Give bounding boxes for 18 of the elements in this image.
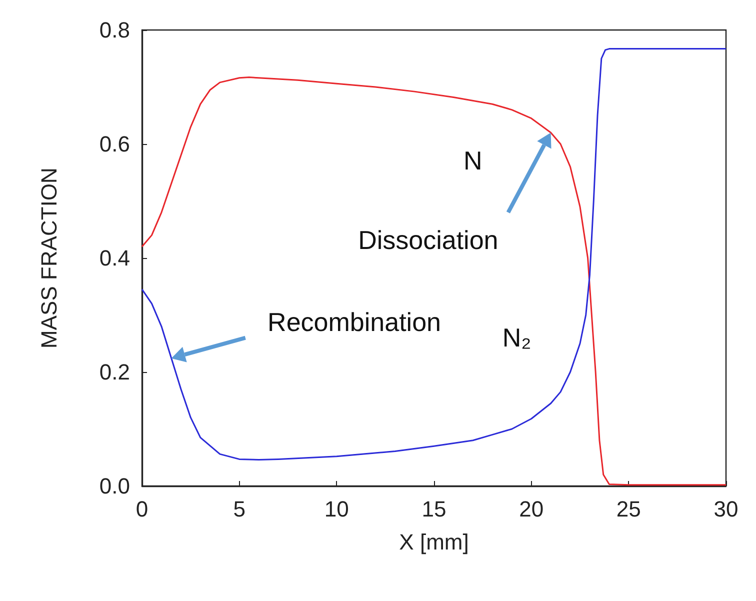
x-axis-title: X [mm] — [399, 530, 469, 554]
series-label: N₂ — [502, 322, 532, 353]
x-tick-label: 0 — [136, 496, 148, 522]
y-tick-label: 0.4 — [99, 246, 130, 270]
y-tick-label: 0.2 — [99, 360, 130, 384]
annotation: Recombination — [268, 306, 441, 337]
y-axis-title: MASS FRACTION — [36, 168, 62, 348]
x-tick-label: 15 — [422, 496, 446, 522]
y-tick-label: 0.8 — [99, 18, 130, 42]
x-tick-label: 20 — [519, 496, 544, 522]
y-tick-label: 0.6 — [99, 132, 130, 156]
x-tick-label: 5 — [233, 496, 246, 522]
x-tick-label: 25 — [616, 496, 641, 522]
x-tick-label: 30 — [714, 496, 738, 522]
annotation: Dissociation — [358, 224, 498, 255]
x-tick-label: 10 — [324, 496, 349, 522]
series-label: N — [463, 145, 482, 176]
y-tick-label: 0.0 — [99, 474, 130, 498]
